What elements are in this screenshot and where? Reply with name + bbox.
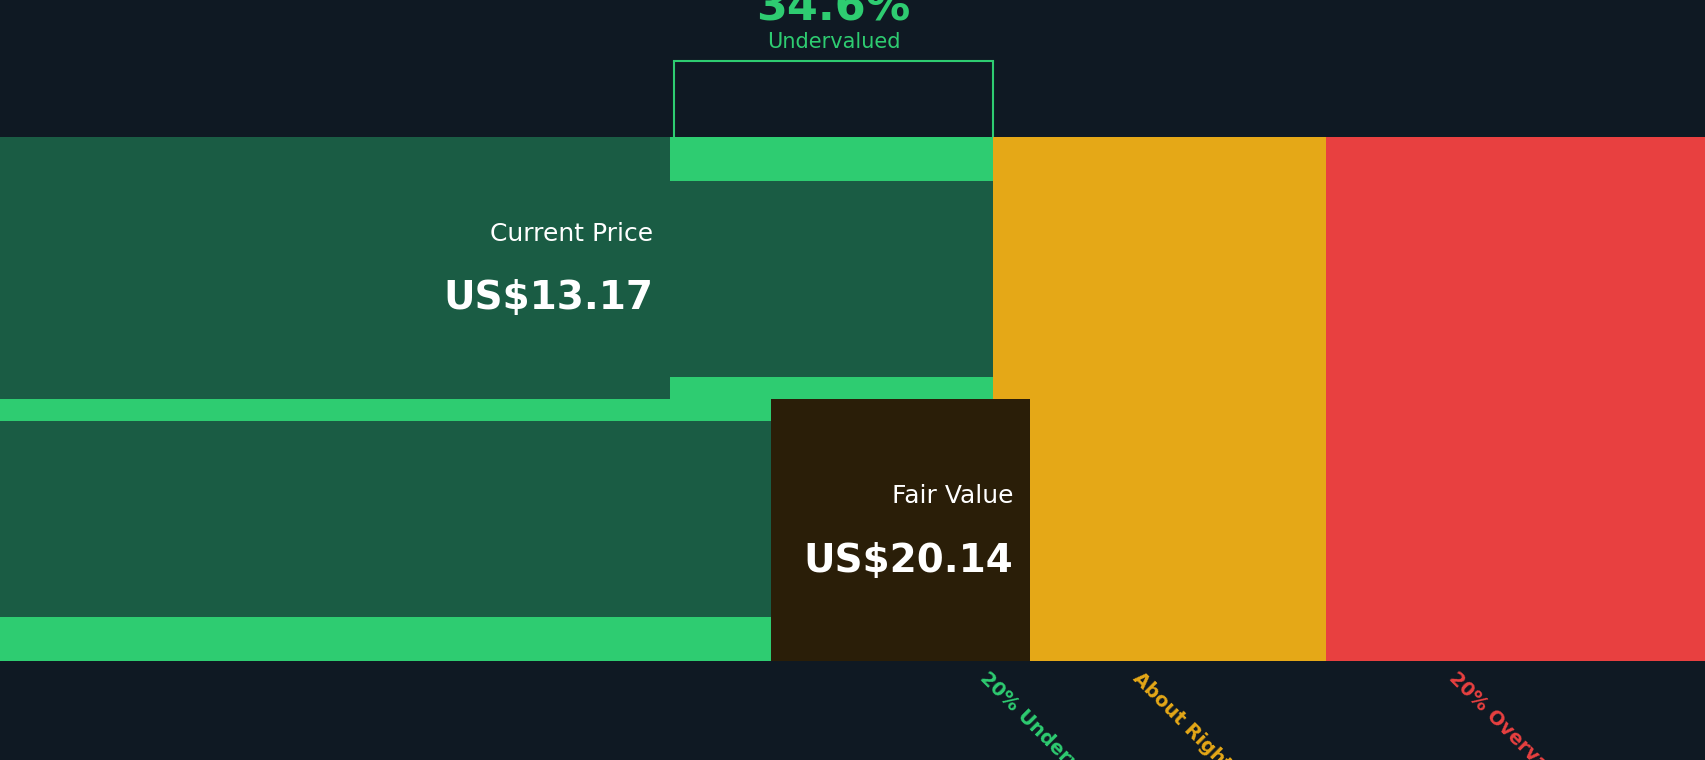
Bar bbox=[992, 137, 1325, 661]
Text: Undervalued: Undervalued bbox=[766, 32, 900, 52]
Bar bbox=[0, 181, 992, 377]
Bar bbox=[0, 421, 992, 617]
Text: US$13.17: US$13.17 bbox=[443, 280, 653, 318]
Bar bbox=[0, 137, 670, 399]
Bar bbox=[771, 399, 1030, 661]
Text: About Right: About Right bbox=[1129, 669, 1234, 760]
Bar bbox=[0, 399, 1030, 661]
Bar bbox=[0, 137, 992, 181]
Text: US$20.14: US$20.14 bbox=[803, 541, 1013, 579]
Text: 20% Undervalued: 20% Undervalued bbox=[975, 669, 1125, 760]
Bar bbox=[1325, 137, 1705, 661]
Text: 20% Overvalued: 20% Overvalued bbox=[1444, 669, 1584, 760]
Text: Current Price: Current Price bbox=[489, 222, 653, 245]
Bar bbox=[0, 377, 992, 421]
Text: 34.6%: 34.6% bbox=[755, 0, 910, 29]
Bar bbox=[0, 617, 992, 661]
Text: Fair Value: Fair Value bbox=[892, 484, 1013, 508]
